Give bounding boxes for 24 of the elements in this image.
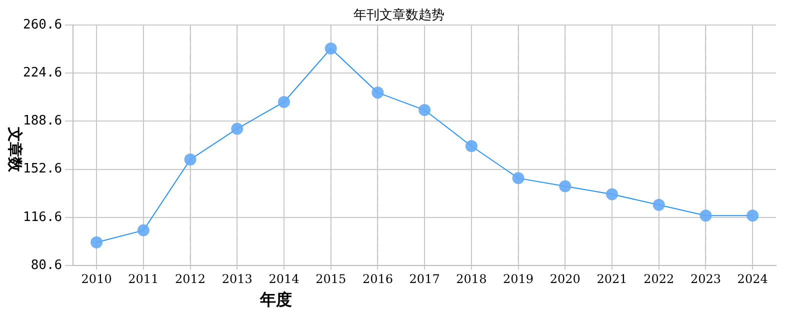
x-axis-title: 年度 — [260, 290, 292, 311]
x-tick-label: 2010 — [81, 272, 112, 286]
y-tick-label: 224.6 — [22, 65, 62, 80]
x-tick-label: 2021 — [596, 272, 628, 286]
y-tick-label: 116.6 — [22, 210, 62, 225]
x-tick-label: 2019 — [503, 272, 534, 286]
y-tick-label: 80.6 — [30, 258, 62, 273]
x-tick-label: 2024 — [737, 272, 768, 286]
chart-title: 年刊文章数趋势 — [354, 8, 444, 23]
y-tick-label: 152.6 — [22, 162, 62, 177]
y-axis-title: 文章数 — [5, 127, 24, 172]
x-tick-label: 2012 — [175, 272, 206, 286]
y-tick-label: 260.6 — [22, 17, 62, 32]
x-tick-label: 2018 — [456, 272, 487, 286]
x-tick-label: 2016 — [362, 272, 393, 286]
x-tick-label: 2017 — [409, 272, 440, 286]
x-tick-label: 2014 — [268, 272, 300, 286]
x-tick-label: 2011 — [128, 272, 159, 286]
x-tick-label: 2020 — [550, 272, 580, 286]
y-tick-label: 188.6 — [22, 114, 62, 129]
x-tick-label: 2015 — [316, 272, 346, 286]
x-tick-label: 2013 — [222, 272, 252, 286]
x-tick-label: 2023 — [690, 272, 721, 286]
x-tick-label: 2022 — [644, 272, 674, 286]
